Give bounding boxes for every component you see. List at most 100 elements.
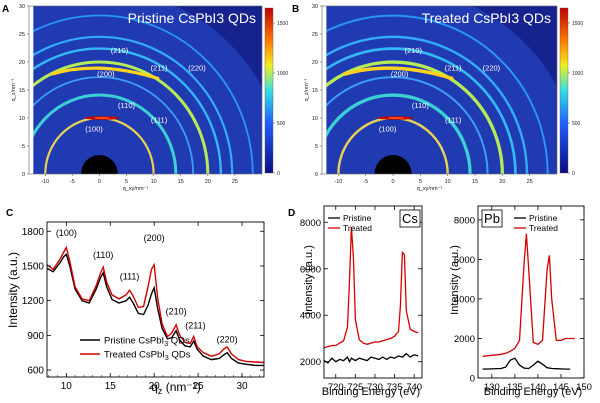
- x-tick-label: 740: [406, 382, 422, 393]
- ring-label: (200): [391, 70, 409, 79]
- x-tick-label: 150: [576, 382, 592, 393]
- diffraction-ring: [322, 14, 549, 174]
- diffraction-ring: [29, 35, 234, 174]
- ring-label: (200): [97, 70, 115, 79]
- x-tick-label: 0: [392, 179, 395, 185]
- ring-label: (100): [379, 124, 397, 133]
- x-tick-label: 725: [347, 382, 363, 393]
- giwaxs-map-pristine: (100) (110) (111) (200) (210) (211) (220) Prist…: [11, 4, 288, 192]
- x-tick-label: 135: [507, 382, 523, 393]
- diffraction-ring: [29, 15, 254, 174]
- panel-label-a: A: [2, 4, 9, 15]
- diffraction-ring: [29, 76, 195, 174]
- peak-label: (110): [93, 250, 113, 260]
- y-axis-title: q_z/nm⁻¹: [304, 78, 310, 101]
- diffraction-ring: [322, 76, 489, 174]
- x-tick-label: -10: [41, 179, 49, 185]
- x-axis-title-c: qz (nm⁻¹): [151, 380, 201, 396]
- y-tick-label: 5: [315, 144, 318, 150]
- xps-cs-chart: 720 725 730 735 740 2000 4000 6000 8000 PristineT…: [300, 205, 423, 393]
- y-tick-label: 2000: [300, 357, 321, 368]
- y-axis-title-d2: Intensity (a.u.): [449, 245, 461, 315]
- x-tick-label: 0: [98, 179, 101, 185]
- y-tick-label: 5: [22, 144, 25, 150]
- bright-spot-core: [94, 117, 111, 119]
- colorbar-label: 1500: [277, 21, 288, 27]
- x-tick-label: 20: [149, 381, 161, 392]
- diffraction-ring: [322, 60, 504, 174]
- diffraction-ring: [322, 35, 529, 174]
- x-tick-label: 10: [151, 179, 157, 185]
- colorbar: [264, 7, 274, 174]
- colorbar-label: 0: [277, 171, 280, 177]
- peak-label: (111): [120, 271, 140, 281]
- x-tick-label: 30: [236, 381, 248, 392]
- legend-c: Pristine CsPbI3 QDs Treated CsPbI3 QDs: [80, 336, 191, 363]
- ring-label: (111): [445, 115, 462, 124]
- x-tick-label: 20: [205, 179, 211, 185]
- x-tick-label: 140: [530, 382, 546, 393]
- element-label: Pb: [484, 211, 500, 226]
- y-tick-label: 4000: [454, 294, 475, 305]
- peak-label: (100): [56, 228, 77, 238]
- y-tick-label: 0: [315, 172, 318, 178]
- y-tick-label: 15: [19, 88, 25, 94]
- panel-label-b: B: [292, 4, 299, 15]
- y-tick-label: 6000: [454, 255, 475, 266]
- x-tick-label: 720: [328, 382, 344, 393]
- map-title: Pristine CsPbI3 QDs: [128, 10, 256, 26]
- detector-gap: [29, 6, 34, 174]
- x-tick-label: 10: [445, 179, 451, 185]
- y-axis-title-d1: Intensity (a.u.): [303, 245, 315, 315]
- x-tick-label: 25: [193, 381, 205, 392]
- legend-label-treated: Treated: [529, 223, 558, 233]
- ring-label: (211): [445, 63, 462, 72]
- series-line-treated: [482, 233, 575, 357]
- x-tick-label: -5: [363, 179, 368, 185]
- x-tick-label: -10: [334, 179, 342, 185]
- series-line-treated: [47, 245, 264, 364]
- peak-label: (200): [144, 233, 165, 243]
- x-axis-title: q_xy/nm⁻¹: [123, 186, 149, 192]
- diffraction-ring: [322, 47, 517, 174]
- x-axis-title-d2: Binding Energy (eV): [484, 386, 582, 398]
- x-tick-label: 10: [61, 381, 73, 392]
- x-axis-title: q_xy/nm⁻¹: [417, 186, 443, 192]
- y-tick-label: 10: [19, 116, 25, 122]
- bright-arc-200: [343, 66, 454, 81]
- x-tick-label: 25: [232, 179, 238, 185]
- x-tick-label: 730: [367, 382, 383, 393]
- x-tick-label: 735: [387, 382, 403, 393]
- x-tick-label: 25: [527, 179, 533, 185]
- x-tick-label: -5: [70, 179, 75, 185]
- ring-label: (210): [405, 46, 423, 55]
- legend-label-pristine: Pristine: [343, 213, 372, 223]
- peak-label: (211): [185, 320, 205, 330]
- y-axis-title-c: Intensity (a.u.): [6, 252, 20, 328]
- element-label: Cs: [402, 211, 418, 226]
- x-tick-label: 15: [105, 381, 117, 392]
- legend-label-pristine: Pristine: [529, 213, 558, 223]
- panel-label-c: C: [6, 208, 13, 219]
- element-box: [481, 209, 503, 228]
- y-tick-label: 25: [312, 32, 318, 38]
- ring-label: (220): [483, 63, 501, 72]
- ring-label: (111): [151, 115, 168, 124]
- y-tick-label: 1200: [22, 296, 45, 307]
- legend-label-treated: Treated CsPbI3 QDs: [104, 350, 191, 363]
- line-profile-chart: 10 15 20 25 30 600 900 1200 1500 1800 (100) (110) (1…: [6, 221, 265, 396]
- beam-stop: [81, 154, 118, 174]
- colorbar-label: 500: [572, 121, 581, 127]
- y-tick-label: 8000: [454, 215, 475, 226]
- y-tick-label: 25: [19, 32, 25, 38]
- legend-label-treated: Treated: [343, 223, 372, 233]
- y-tick-label: 0: [470, 374, 475, 385]
- y-tick-label: 8000: [300, 218, 321, 229]
- detector-gap: [322, 6, 327, 174]
- peak-label: (220): [217, 334, 238, 344]
- diffraction-ring: [29, 60, 210, 174]
- element-box: [399, 209, 421, 228]
- ring-label: (210): [111, 46, 129, 55]
- plot-frame: [46, 221, 265, 378]
